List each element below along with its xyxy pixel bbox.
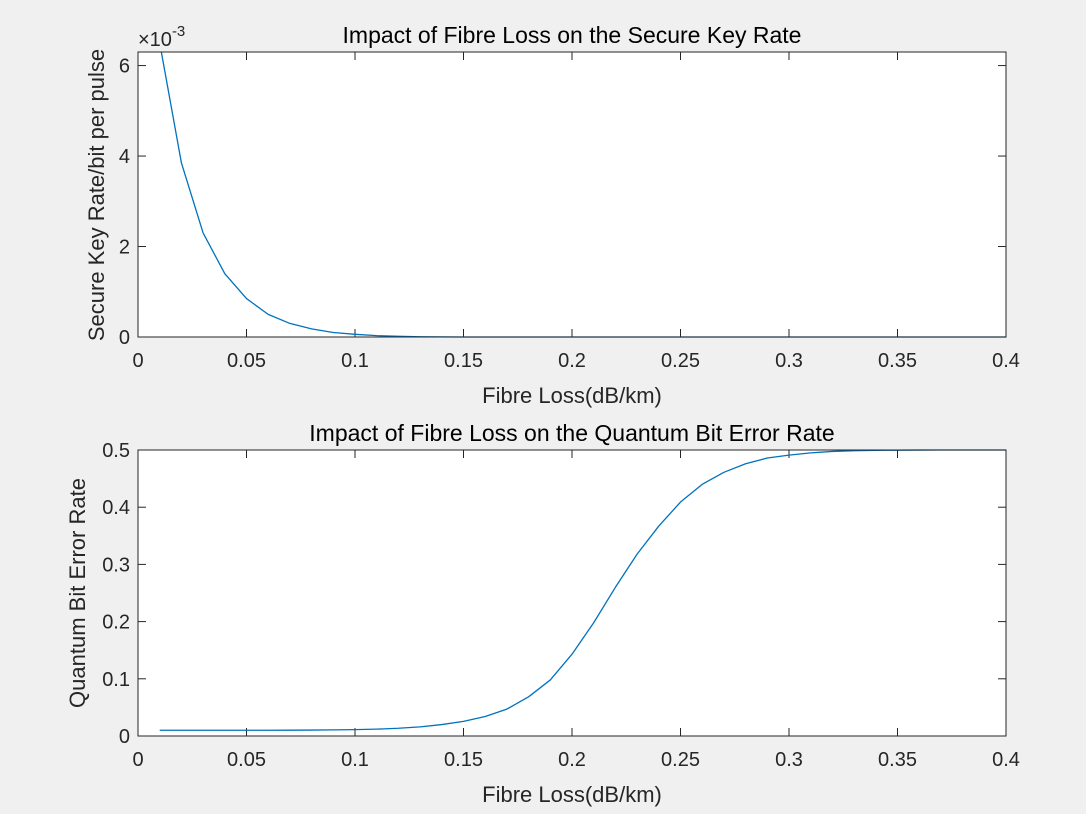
y-tick-label: 0.4 — [102, 497, 130, 519]
x-tick-label: 0.3 — [775, 749, 803, 771]
x-tick-label: 0.25 — [661, 350, 700, 372]
y-axis-label-bottom: Quantum Bit Error Rate — [65, 478, 90, 708]
y-axis-label-top: Secure Key Rate/bit per pulse — [84, 49, 109, 341]
axes-secure-key-rate: 0 0.05 0.1 0.15 0.2 0.25 0.3 0.35 0.4 0 2 4 6 Impact… — [84, 22, 1020, 408]
y-tick-label: 6 — [119, 56, 130, 78]
x-tick-label: 0.2 — [558, 350, 586, 372]
y-exponent-label: ×10-3 — [138, 23, 185, 51]
axes-box-bottom — [137, 449, 1007, 737]
x-tick-label: 0.25 — [661, 749, 700, 771]
y-tick-label: 0.5 — [102, 440, 130, 462]
ticks-bottom: 0 0.05 0.1 0.15 0.2 0.25 0.3 0.35 0.4 0 0.1 0.2 0.3 0… — [102, 440, 1020, 771]
x-tick-label: 0.4 — [992, 749, 1020, 771]
y-tick-label: 0 — [119, 726, 130, 748]
series-line-qber — [159, 449, 1006, 731]
x-tick-label: 0.1 — [341, 350, 369, 372]
y-tick-label: 0.3 — [102, 554, 130, 576]
chart-title-bottom: Impact of Fibre Loss on the Quantum Bit … — [309, 420, 834, 446]
x-tick-label: 0 — [132, 749, 143, 771]
x-axis-label-top: Fibre Loss(dB/km) — [482, 383, 662, 408]
y-exponent-power: -3 — [172, 23, 185, 40]
axes-qber: 0 0.05 0.1 0.15 0.2 0.25 0.3 0.35 0.4 0 0.1 0.2 0.3 0… — [65, 420, 1020, 807]
x-tick-label: 0.4 — [992, 350, 1020, 372]
x-tick-label: 0.3 — [775, 350, 803, 372]
x-tick-label: 0.2 — [558, 749, 586, 771]
x-tick-label: 0.1 — [341, 749, 369, 771]
axes-box-top — [137, 51, 1007, 338]
plot-area-top — [138, 52, 1006, 337]
y-tick-label: 0.2 — [102, 612, 130, 634]
x-tick-label: 0.15 — [444, 749, 483, 771]
x-tick-label: 0.05 — [227, 350, 266, 372]
x-tick-label: 0.15 — [444, 350, 483, 372]
y-tick-label: 0.1 — [102, 669, 130, 691]
y-exponent-base: ×10 — [138, 29, 172, 51]
y-tick-label: 2 — [119, 237, 130, 259]
y-tick-label: 4 — [119, 146, 130, 168]
x-tick-label: 0.35 — [878, 749, 917, 771]
x-tick-label: 0.05 — [227, 749, 266, 771]
x-axis-label-bottom: Fibre Loss(dB/km) — [482, 782, 662, 807]
x-tick-label: 0.35 — [878, 350, 917, 372]
y-tick-label: 0 — [119, 327, 130, 349]
chart-title-top: Impact of Fibre Loss on the Secure Key R… — [343, 22, 802, 48]
ticks-top: 0 0.05 0.1 0.15 0.2 0.25 0.3 0.35 0.4 0 2 4 6 — [119, 52, 1020, 372]
plot-area-bottom — [138, 450, 1006, 736]
x-tick-label: 0 — [132, 350, 143, 372]
